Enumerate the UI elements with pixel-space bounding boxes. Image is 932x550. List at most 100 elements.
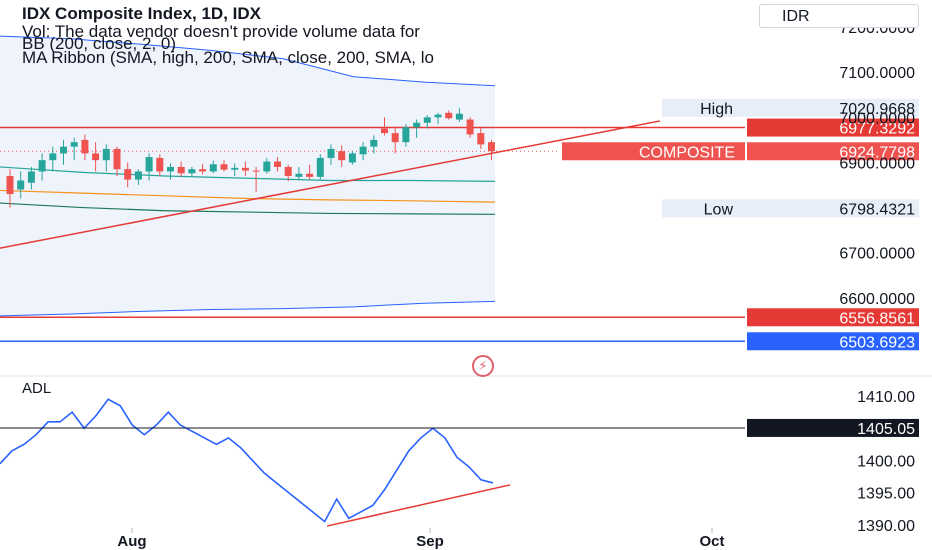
time-tick-label: Aug <box>117 533 146 550</box>
candle-body <box>241 167 249 171</box>
time-tick-label: Sep <box>416 533 444 550</box>
ma-line-dark_green <box>0 202 496 215</box>
adl-divergence-line <box>326 484 511 527</box>
level-label-2: 6503.6923 <box>839 334 915 351</box>
candle-body <box>274 161 281 167</box>
candle-body <box>27 171 35 183</box>
candle-body <box>316 157 324 177</box>
candle-body <box>381 128 388 134</box>
adl-tick: 1395.00 <box>857 486 915 503</box>
candle-body <box>38 160 46 172</box>
candle-body <box>81 139 89 154</box>
price-tick: 7100.0000 <box>839 65 915 82</box>
candle-body <box>413 122 421 128</box>
high-value: 7020.9668 <box>839 101 915 118</box>
adl-line <box>0 398 494 523</box>
adl-tick: 1400.00 <box>857 453 915 470</box>
candle-body <box>188 169 196 174</box>
candle-body <box>338 151 346 161</box>
low-label: Low <box>704 201 734 218</box>
candle-body <box>327 148 335 158</box>
candle-body <box>370 139 378 147</box>
candle-body <box>177 166 185 174</box>
candle-body <box>167 166 174 172</box>
candle-body <box>306 173 314 177</box>
candle-body <box>445 112 453 119</box>
adl-tick: 1390.00 <box>857 518 915 535</box>
ma-ribbon-label: MA Ribbon (SMA, high, 200, SMA, close, 2… <box>22 48 434 67</box>
candle-body <box>488 142 495 152</box>
high-label: High <box>700 101 733 118</box>
candle-body <box>477 133 485 145</box>
candle-body <box>113 148 121 170</box>
candle-body <box>156 157 164 172</box>
candle-body <box>199 169 207 172</box>
current-symbol-label: COMPOSITE <box>639 144 735 161</box>
candle-body <box>220 164 228 170</box>
chart-title: IDX Composite Index, 1D, IDX <box>22 4 261 23</box>
candle-body <box>402 127 410 143</box>
adl-level-badge <box>747 418 919 437</box>
candle-body <box>231 167 239 170</box>
bollinger-fill <box>0 36 495 316</box>
horizontal-levels: 6977.3292 6556.8561 6503.6923 COMPOSITE 6924… <box>0 118 919 351</box>
trendlines <box>0 120 661 249</box>
candle-body <box>295 173 303 177</box>
bollinger-lower-line <box>0 300 496 317</box>
low-badge <box>662 199 919 218</box>
level-label-0: 6977.3292 <box>839 121 915 138</box>
candle-body <box>434 114 442 118</box>
level-badge-1 <box>747 308 919 327</box>
candle-body <box>455 113 463 120</box>
candle-body <box>124 169 132 180</box>
candle-body <box>252 170 260 172</box>
candle-body <box>209 164 217 172</box>
candle-body <box>70 142 78 147</box>
candle-body <box>49 153 57 161</box>
adl-tick: 1410.00 <box>857 389 915 406</box>
candle-body <box>17 180 25 190</box>
candle-body <box>284 166 292 176</box>
level-badge-2 <box>747 332 919 351</box>
price-tick: 6600.0000 <box>839 291 915 308</box>
candle-body <box>466 119 474 135</box>
volume-note: Vol: The data vendor doesn't provide vol… <box>22 22 420 41</box>
high-badge <box>662 98 919 117</box>
ma-line-green <box>0 166 496 182</box>
candles <box>6 107 495 208</box>
ma-line-orange <box>0 189 496 203</box>
current-price-badge <box>747 142 919 161</box>
candle-body <box>60 146 67 154</box>
candle-body <box>6 175 14 195</box>
candle-body <box>359 146 367 155</box>
adl-level-label: 1405.05 <box>857 421 915 438</box>
currency-badge[interactable]: IDR <box>759 4 919 28</box>
time-axis: Aug Sep Oct <box>117 528 725 550</box>
candle-body <box>348 153 356 163</box>
level-badge-0 <box>747 118 919 137</box>
candle-body <box>92 153 100 161</box>
trendline-rising-support <box>0 120 661 249</box>
bollinger-label: BB (200, close, 2, 0) <box>22 34 177 53</box>
lightning-icon[interactable]: ⚡ <box>472 355 494 377</box>
candle-body <box>391 133 399 143</box>
candle-body <box>263 161 271 172</box>
bollinger-band <box>0 35 496 317</box>
level-label-1: 6556.8561 <box>839 310 915 327</box>
current-symbol-badge <box>562 142 745 161</box>
low-value: 6798.4321 <box>839 201 915 218</box>
ma-ribbon <box>0 166 496 215</box>
price-tick: 6900.0000 <box>839 155 915 172</box>
price-tick: 7000.0000 <box>839 110 915 127</box>
current-price-label: 6924.7798 <box>839 144 915 161</box>
candle-body <box>102 148 110 161</box>
candle-body <box>145 157 153 172</box>
candle-body <box>423 117 431 123</box>
price-tick: 6700.0000 <box>839 246 915 263</box>
time-tick-label: Oct <box>699 533 724 550</box>
bollinger-upper-line <box>0 35 496 87</box>
candle-body <box>134 171 142 180</box>
adl-pane: 1405.05 1410.00 1400.00 1395.00 1390.00 <box>0 375 932 535</box>
